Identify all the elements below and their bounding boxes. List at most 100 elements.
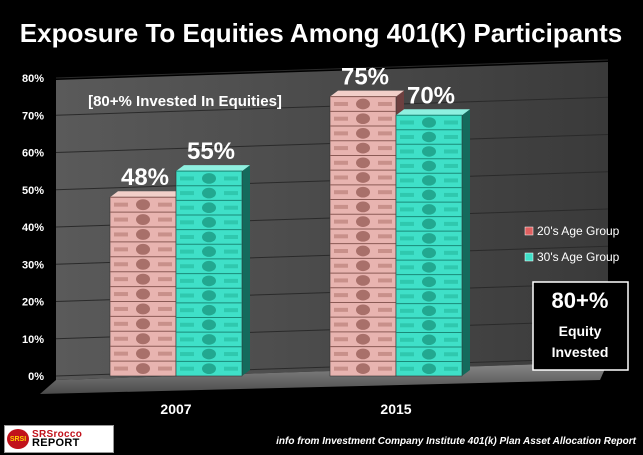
banknote-mark [114, 262, 128, 267]
banknote-mark [378, 307, 392, 312]
banknote-mark [378, 116, 392, 121]
banknote-mark [444, 308, 458, 313]
banknote-mark [158, 336, 172, 341]
banknote-portrait [422, 320, 436, 331]
banknote-mark [378, 278, 392, 283]
data-label: 75% [341, 64, 389, 91]
data-label: 48% [121, 164, 169, 191]
banknote-portrait [422, 305, 436, 317]
banknote-mark [224, 234, 238, 239]
banknote-mark [180, 234, 194, 239]
banknote-mark [400, 308, 414, 313]
banknote-portrait [356, 230, 370, 242]
legend-label-30s: 30's Age Group [537, 250, 620, 264]
banknote-mark [378, 249, 392, 254]
banknote-mark [224, 278, 238, 283]
banknote-mark [158, 262, 172, 267]
banknote-mark [400, 163, 414, 168]
banknote-mark [158, 321, 172, 326]
banknote-mark [400, 294, 414, 299]
banknote-mark [378, 219, 392, 224]
banknote-portrait [136, 273, 150, 285]
banknote-mark [114, 321, 128, 326]
legend-swatch-30s [524, 252, 534, 262]
banknote-portrait [356, 113, 370, 125]
banknote-mark [158, 306, 172, 311]
banknote-portrait [356, 304, 370, 316]
banknote-mark [334, 116, 348, 121]
banknote-mark [378, 293, 392, 298]
banknote-mark [444, 192, 458, 197]
banknote-mark [378, 146, 392, 151]
banknote-mark [180, 322, 194, 327]
bar-top [110, 191, 184, 198]
banknote-mark [378, 175, 392, 180]
banknote-portrait [422, 262, 436, 273]
logo-text: SRSrocco REPORT [32, 430, 82, 449]
banknote-mark [114, 247, 128, 252]
banknote-portrait [202, 363, 216, 375]
banknote-mark [180, 293, 194, 298]
banknote-mark [378, 204, 392, 209]
bar-2007-1 [175, 165, 250, 377]
banknote-mark [158, 351, 172, 356]
banknote-portrait [422, 146, 436, 157]
callout-line2: Equity [559, 323, 602, 339]
bar-top [176, 165, 250, 172]
banknote-mark [444, 163, 458, 168]
srsrocco-logo: SRSI SRSrocco REPORT [4, 425, 114, 453]
banknote-mark [400, 323, 414, 328]
banknote-portrait [356, 186, 370, 198]
banknote-portrait [136, 214, 150, 225]
banknote-mark [334, 204, 348, 209]
banknote-mark [180, 191, 194, 196]
y-tick-label: 10% [22, 334, 44, 346]
banknote-mark [180, 337, 194, 342]
banknote-mark [400, 265, 414, 270]
banknote-mark [334, 160, 348, 165]
banknote-portrait [356, 289, 370, 301]
banknote-mark [334, 337, 348, 342]
banknote-mark [158, 202, 172, 207]
source-note: info from Investment Company Institute 4… [276, 436, 637, 447]
logo-badge: SRSI [7, 429, 29, 449]
banknote-portrait [356, 142, 370, 154]
banknote-portrait [202, 319, 216, 331]
y-tick-label: 30% [22, 259, 44, 271]
bar-top [330, 90, 404, 97]
banknote-mark [180, 249, 194, 254]
banknote-mark [180, 220, 194, 225]
banknote-mark [224, 308, 238, 313]
banknote-portrait [422, 276, 436, 288]
y-tick-label: 0% [28, 371, 44, 383]
banknote-mark [158, 217, 172, 222]
banknote-portrait [202, 275, 216, 287]
banknote-mark [158, 277, 172, 282]
banknote-mark [444, 279, 458, 284]
banknote-mark [334, 366, 348, 371]
banknote-portrait [422, 189, 436, 201]
chart-title: Exposure To Equities Among 401(K) Partic… [20, 18, 622, 48]
banknote-mark [444, 149, 458, 154]
banknote-mark [114, 277, 128, 282]
banknote-portrait [136, 199, 150, 211]
bar-2015-0 [329, 90, 404, 377]
bars [109, 90, 470, 377]
logo-line2: REPORT [32, 437, 80, 449]
banknote-mark [180, 308, 194, 313]
banknote-portrait [202, 202, 216, 214]
callout-line1: 80+% [552, 288, 609, 313]
banknote-mark [400, 120, 414, 125]
banknote-portrait [356, 260, 370, 272]
banknote-portrait [356, 98, 370, 110]
bar-side [242, 165, 250, 376]
banknote-mark [400, 352, 414, 357]
banknote-mark [158, 232, 172, 237]
banknote-mark [224, 264, 238, 269]
banknote-portrait [356, 172, 370, 183]
banknote-mark [378, 263, 392, 268]
y-tick-label: 50% [22, 185, 44, 197]
banknote-portrait [356, 363, 370, 375]
banknote-portrait [422, 204, 436, 215]
